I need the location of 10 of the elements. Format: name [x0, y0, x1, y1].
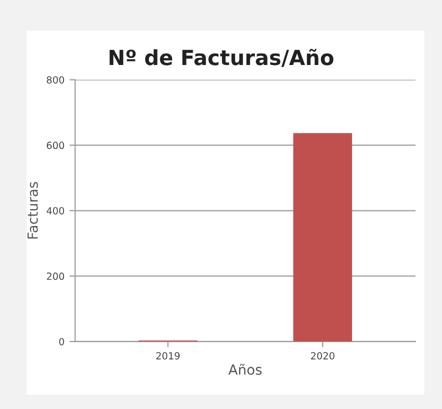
x-tick-label: 2020	[311, 352, 334, 360]
y-tick-label: 400	[46, 207, 64, 214]
y-tick-label: 600	[46, 142, 64, 150]
y-axis-title: Facturas	[28, 182, 38, 239]
y-tick-label: 200	[46, 272, 64, 280]
y-tick-label: 0	[59, 338, 64, 346]
chart-title: Nº de Facturas/Año	[110, 48, 334, 67]
x-tick-label: 2019	[156, 352, 180, 360]
y-tick-label: 800	[46, 76, 64, 84]
x-axis-title: Años	[228, 364, 262, 375]
